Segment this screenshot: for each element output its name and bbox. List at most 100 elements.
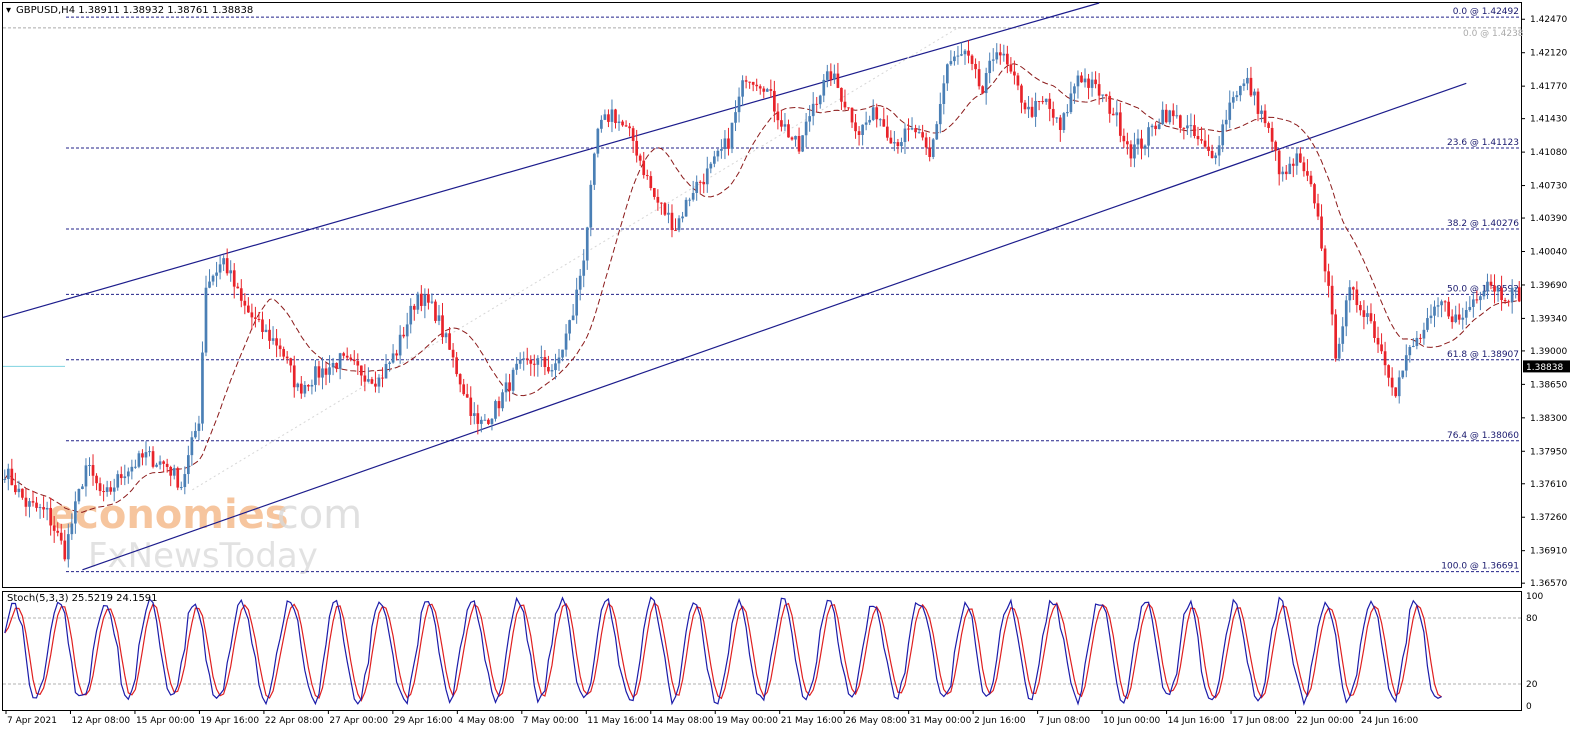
candle xyxy=(116,470,120,491)
candle xyxy=(1157,118,1161,130)
candle xyxy=(1369,303,1373,324)
y-tick-label: 1.40390 xyxy=(1530,214,1567,224)
candle xyxy=(345,347,349,361)
candle-body xyxy=(748,81,751,83)
candle xyxy=(536,355,540,377)
candle-body xyxy=(186,455,190,475)
candle xyxy=(144,441,148,466)
y-tick-label: 1.36570 xyxy=(1530,579,1567,589)
candle xyxy=(84,458,88,497)
candle xyxy=(1489,274,1493,290)
candle xyxy=(321,357,324,390)
candle-body xyxy=(1323,248,1327,272)
candle xyxy=(1009,57,1013,74)
candle-body xyxy=(1168,110,1172,123)
candle xyxy=(194,422,197,439)
candle xyxy=(508,373,511,402)
candle xyxy=(910,117,914,131)
candle xyxy=(1468,296,1472,312)
candle xyxy=(179,481,183,491)
candle-body xyxy=(430,301,434,303)
candle-body xyxy=(836,73,840,88)
candle-body xyxy=(416,293,420,310)
candle xyxy=(649,171,653,191)
candle xyxy=(945,63,949,91)
candle-body xyxy=(942,83,946,105)
candle-body xyxy=(861,124,864,135)
candle-body xyxy=(247,305,250,313)
candle xyxy=(833,64,836,84)
candle xyxy=(624,120,628,127)
y-tick-label: 1.38650 xyxy=(1530,380,1567,390)
candle xyxy=(218,255,222,280)
candle xyxy=(1450,309,1454,329)
candle-body xyxy=(522,358,526,360)
candle xyxy=(557,348,561,371)
candle xyxy=(1083,68,1087,88)
candle xyxy=(494,399,497,422)
candle-body xyxy=(547,367,550,372)
candle-body xyxy=(691,192,695,200)
candle-body xyxy=(617,121,621,124)
candle xyxy=(928,136,932,162)
candle-body xyxy=(225,258,229,274)
candle xyxy=(882,107,886,127)
candle xyxy=(35,496,38,512)
candle-body xyxy=(24,497,28,507)
candle xyxy=(1309,170,1313,187)
candle xyxy=(621,119,624,127)
chart-header-arrow[interactable]: ▾ xyxy=(6,5,11,16)
candle xyxy=(847,107,850,111)
candle-body xyxy=(780,120,783,127)
candle-body xyxy=(1351,287,1355,290)
candle xyxy=(338,352,342,380)
candle-body xyxy=(469,397,473,416)
candle xyxy=(377,374,381,394)
y-tick-label: 1.37260 xyxy=(1530,513,1567,523)
candle xyxy=(444,331,448,344)
candle-body xyxy=(1436,305,1440,307)
candle xyxy=(45,501,49,521)
x-tick-label: 7 Apr 2021 xyxy=(7,716,57,726)
candle-body xyxy=(1122,135,1126,142)
candle-body xyxy=(1514,287,1518,289)
candle-body xyxy=(1486,281,1489,292)
candle xyxy=(1415,330,1419,350)
candle-body xyxy=(151,451,155,467)
candle xyxy=(716,148,720,162)
candle-body xyxy=(1178,115,1182,128)
candle xyxy=(1419,333,1422,344)
candle-body xyxy=(6,468,10,479)
candle-body xyxy=(56,530,60,533)
candle-body xyxy=(1171,110,1175,117)
candle xyxy=(3,469,7,483)
candle-body xyxy=(1429,315,1433,319)
candle xyxy=(1122,128,1126,148)
candle xyxy=(1154,121,1157,136)
candle xyxy=(744,75,748,89)
candle xyxy=(1493,274,1496,304)
candle xyxy=(1479,291,1482,311)
candle xyxy=(70,513,74,540)
candle xyxy=(578,268,582,301)
stochastic xyxy=(4,596,1442,706)
candle xyxy=(702,173,706,194)
candle-body xyxy=(1408,346,1412,356)
candle-body xyxy=(299,383,303,394)
candle xyxy=(822,74,826,103)
candle-body xyxy=(66,534,70,560)
candle-body xyxy=(991,59,995,61)
candle-body xyxy=(264,329,268,332)
candle-body xyxy=(162,461,165,464)
candle xyxy=(42,496,45,518)
candle xyxy=(698,180,702,194)
candle-body xyxy=(268,329,271,341)
candle-body xyxy=(21,488,24,498)
candle xyxy=(398,325,402,364)
fib-label-61.8: 61.8 @ 1.38907 xyxy=(1447,350,1519,360)
candle-body xyxy=(384,363,388,379)
candle xyxy=(419,285,423,312)
candle-body xyxy=(1362,310,1366,317)
candle-body xyxy=(1083,78,1087,83)
candle-body xyxy=(1058,117,1062,130)
